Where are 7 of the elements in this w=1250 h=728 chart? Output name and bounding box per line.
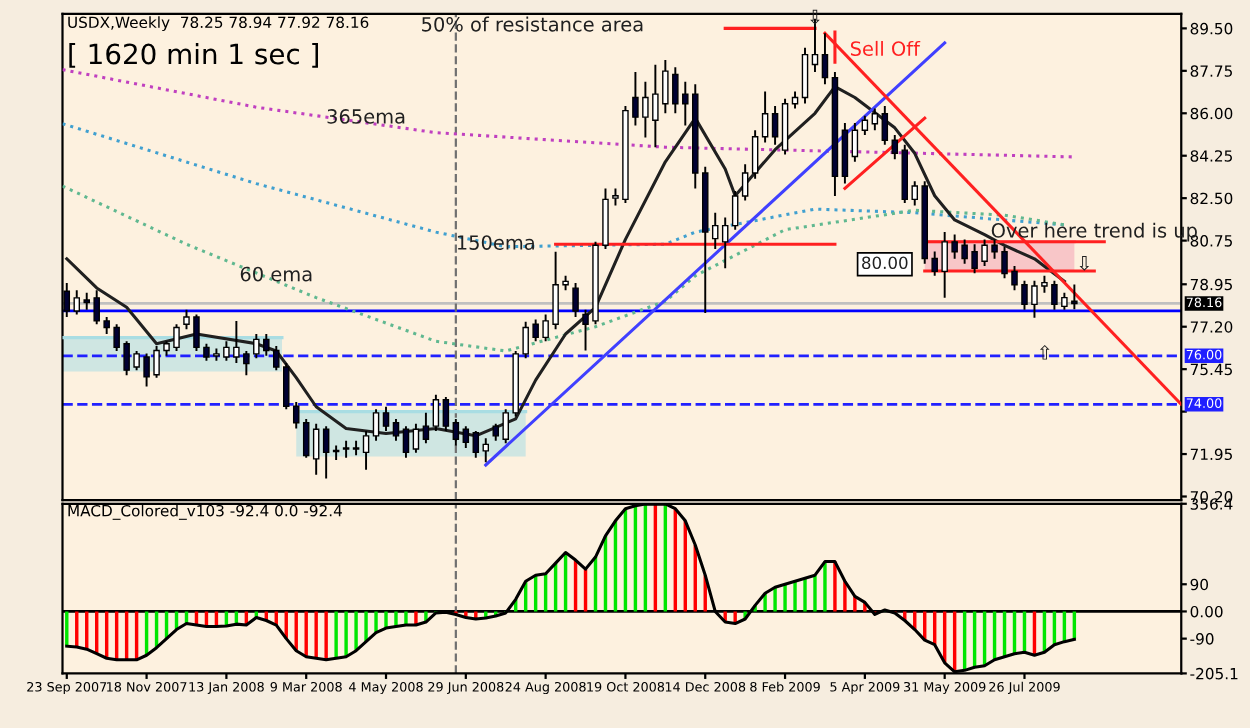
annotation: Sell Off: [850, 40, 921, 56]
text: [ 1620 min 1 sec ]: [69, 43, 318, 68]
annotation: 80.00: [862, 256, 908, 270]
annotation: ⇧: [1039, 344, 1050, 360]
annotation: 365ema: [327, 109, 405, 124]
annotation: ⇩: [1079, 256, 1090, 271]
annotation: 60 ema: [240, 266, 312, 282]
